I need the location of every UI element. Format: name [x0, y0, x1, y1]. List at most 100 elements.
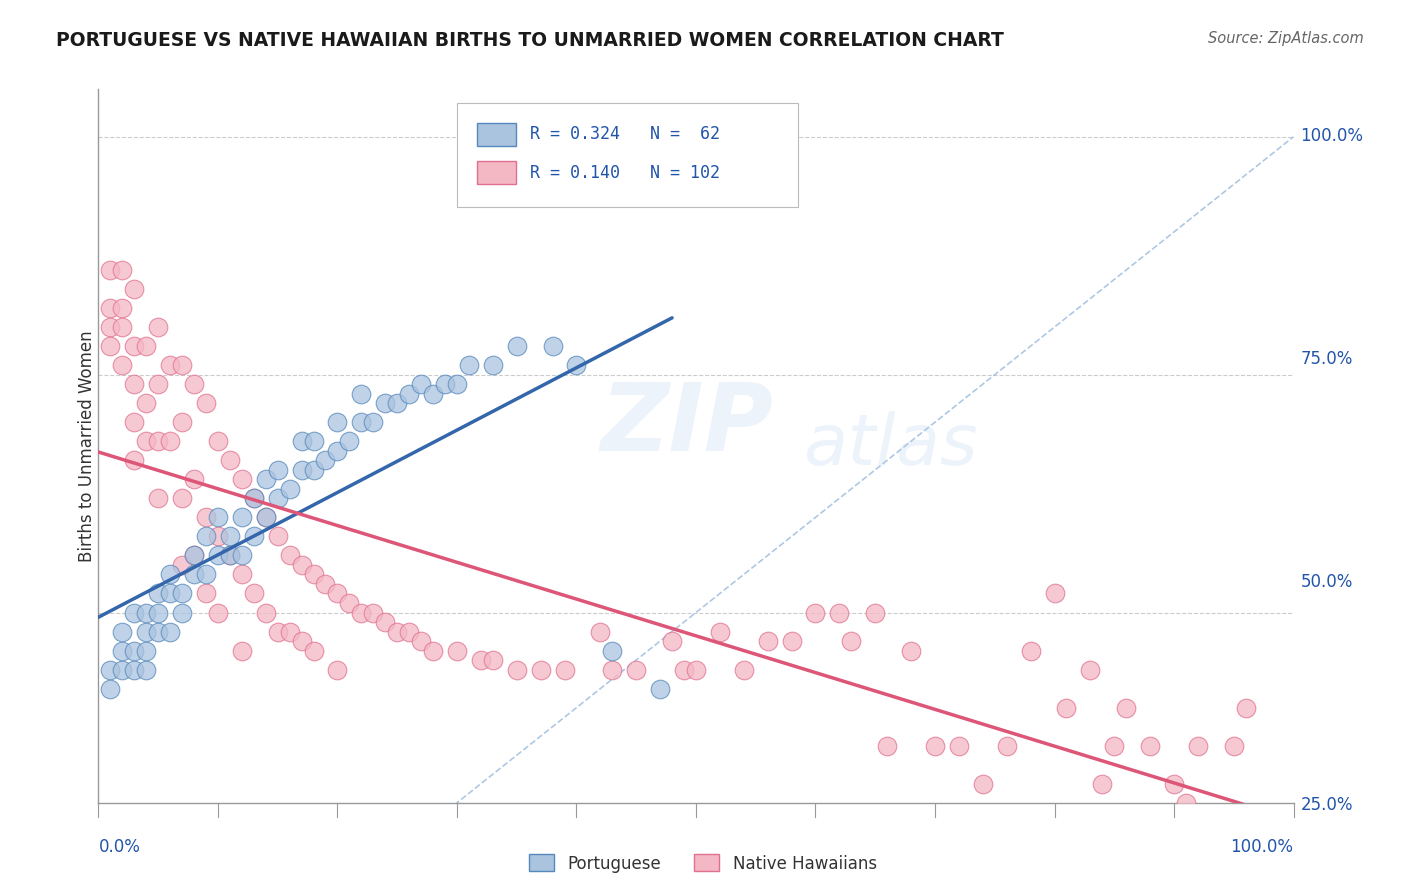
- Point: [219, 453, 242, 467]
- Point: [1234, 700, 1257, 714]
- Point: [363, 606, 385, 620]
- Y-axis label: Births to Unmarried Women: Births to Unmarried Women: [79, 330, 96, 562]
- Text: ZIP: ZIP: [600, 378, 773, 471]
- Point: [648, 681, 672, 696]
- Point: [481, 653, 505, 667]
- Point: [554, 663, 576, 677]
- Point: [267, 491, 290, 506]
- Point: [135, 624, 157, 639]
- Bar: [477, 161, 516, 184]
- Point: [673, 663, 696, 677]
- Point: [135, 606, 157, 620]
- Point: [194, 396, 218, 410]
- Point: [124, 339, 146, 353]
- Point: [1139, 739, 1161, 753]
- Point: [565, 358, 588, 372]
- Point: [278, 624, 301, 639]
- Point: [135, 434, 157, 449]
- Point: [124, 643, 146, 657]
- Point: [411, 377, 433, 392]
- Point: [254, 606, 277, 620]
- Point: [243, 529, 266, 543]
- Point: [111, 263, 134, 277]
- Point: [124, 453, 146, 467]
- Point: [207, 606, 229, 620]
- Point: [124, 415, 146, 429]
- Point: [828, 606, 851, 620]
- Point: [422, 386, 444, 401]
- Point: [231, 549, 253, 563]
- Point: [924, 739, 946, 753]
- Point: [385, 396, 409, 410]
- Point: [350, 415, 373, 429]
- Point: [363, 415, 385, 429]
- Point: [1080, 663, 1102, 677]
- Text: 0.0%: 0.0%: [98, 838, 141, 856]
- Point: [339, 434, 360, 449]
- Point: [398, 386, 420, 401]
- Point: [124, 282, 146, 296]
- Point: [148, 586, 170, 600]
- Point: [506, 339, 529, 353]
- Point: [111, 301, 134, 315]
- Point: [231, 510, 253, 524]
- Point: [207, 549, 229, 563]
- Point: [458, 358, 481, 372]
- Point: [267, 463, 290, 477]
- Point: [159, 624, 181, 639]
- Point: [148, 377, 170, 392]
- Point: [1222, 739, 1246, 753]
- Point: [183, 549, 205, 563]
- Point: [172, 415, 194, 429]
- Point: [900, 643, 922, 657]
- Point: [172, 606, 194, 620]
- Point: [422, 643, 444, 657]
- Point: [267, 529, 290, 543]
- Point: [111, 320, 134, 334]
- Point: [709, 624, 731, 639]
- Point: [470, 653, 492, 667]
- Point: [148, 491, 170, 506]
- Point: [302, 463, 325, 477]
- Text: R = 0.140   N = 102: R = 0.140 N = 102: [530, 164, 720, 182]
- Point: [529, 663, 551, 677]
- Point: [183, 377, 205, 392]
- Point: [506, 663, 529, 677]
- Point: [254, 510, 277, 524]
- Text: 100.0%: 100.0%: [1230, 838, 1294, 856]
- Point: [291, 434, 314, 449]
- Point: [602, 643, 624, 657]
- Point: [183, 472, 205, 486]
- Point: [626, 663, 648, 677]
- Point: [172, 586, 194, 600]
- Point: [183, 567, 205, 582]
- Point: [207, 510, 229, 524]
- Point: [1115, 700, 1137, 714]
- Point: [780, 634, 803, 648]
- Point: [194, 586, 218, 600]
- Point: [98, 663, 122, 677]
- Point: [135, 643, 157, 657]
- Point: [804, 606, 827, 620]
- Point: [972, 777, 994, 791]
- Point: [254, 472, 277, 486]
- Point: [124, 663, 146, 677]
- Point: [278, 549, 301, 563]
- Point: [219, 549, 242, 563]
- Point: [207, 529, 229, 543]
- Point: [995, 739, 1018, 753]
- Point: [291, 634, 314, 648]
- Point: [841, 634, 863, 648]
- Point: [315, 453, 337, 467]
- Bar: [477, 123, 516, 145]
- Point: [374, 615, 396, 629]
- Point: [302, 643, 325, 657]
- Point: [267, 624, 290, 639]
- Point: [302, 567, 325, 582]
- Point: [194, 510, 218, 524]
- Point: [433, 377, 456, 392]
- Point: [326, 415, 349, 429]
- Legend: Portuguese, Native Hawaiians: Portuguese, Native Hawaiians: [523, 847, 883, 880]
- Point: [863, 606, 887, 620]
- Point: [159, 358, 181, 372]
